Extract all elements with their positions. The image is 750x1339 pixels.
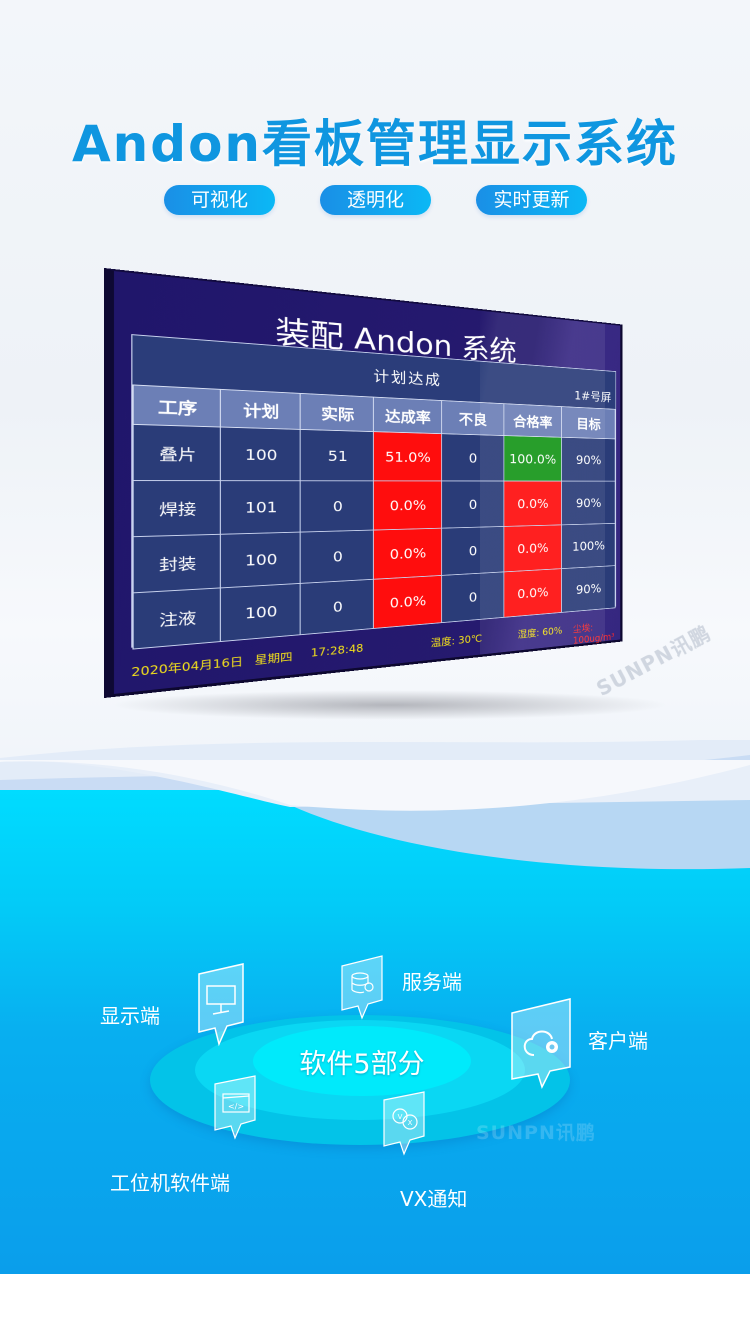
cell-defect: 0 (441, 571, 504, 623)
cell-target: 90% (561, 437, 616, 482)
col-achieve-rate: 达成率 (373, 397, 442, 434)
col-plan: 计划 (220, 389, 301, 430)
node-label-client: 客户端 (588, 1029, 648, 1053)
cell-actual: 0 (300, 530, 374, 584)
center-label: 软件5部分 (299, 1049, 425, 1080)
col-target: 目标 (561, 406, 616, 439)
col-process: 工序 (133, 384, 221, 428)
database-gear-icon (341, 955, 383, 1020)
cell-process: 封装 (133, 534, 221, 593)
col-defect: 不良 (441, 400, 504, 436)
andon-screen: 装配 Andon 系统 计划达成 1#号屏 工序 计划 实际 达成率 不良 合格… (104, 268, 623, 698)
monitor-icon (198, 963, 244, 1047)
cell-achieve-rate: 0.0% (373, 480, 442, 531)
cell-process: 叠片 (133, 424, 221, 481)
node-label-vx-notify: VX通知 (400, 1187, 468, 1211)
headline: Andon看板管理显示系统 (71, 115, 679, 173)
cell-pass-rate: 0.0% (503, 568, 562, 618)
andon-display-mockup: 装配 Andon 系统 计划达成 1#号屏 工序 计划 实际 达成率 不良 合格… (104, 268, 664, 698)
wave-front (0, 760, 750, 870)
footer-weekday: 星期四 (254, 650, 293, 667)
cell-defect: 0 (441, 433, 504, 482)
cell-target: 90% (561, 481, 616, 525)
cell-plan: 100 (220, 583, 301, 642)
cell-achieve-rate: 0.0% (373, 575, 442, 629)
footer-date: 2020年04月16日 (131, 654, 243, 680)
feature-pill-transparency: 透明化 (320, 185, 431, 215)
production-board: 计划达成 1#号屏 工序 计划 实际 达成率 不良 合格率 目标 (131, 334, 617, 650)
footer-humidity: 湿度: 60% (517, 625, 563, 641)
cell-actual: 0 (300, 480, 374, 533)
cell-plan: 101 (220, 480, 301, 535)
production-table: 工序 计划 实际 达成率 不良 合格率 目标 叠片 100 51 51.0% (132, 384, 616, 650)
feature-pill-realtime: 实时更新 (476, 185, 587, 215)
footer-time: 17:28:48 (310, 641, 364, 660)
cell-defect: 0 (441, 526, 504, 576)
footer-temperature: 温度: 30℃ (430, 632, 483, 650)
svg-text:</>: </> (228, 1102, 244, 1111)
col-pass-rate: 合格率 (503, 403, 562, 438)
cell-pass-rate: 0.0% (503, 481, 562, 527)
cell-actual: 0 (300, 579, 374, 635)
screen-id: 1#号屏 (574, 388, 612, 405)
wechat-chat-icon: V X (383, 1091, 425, 1156)
platform-center (253, 1026, 471, 1096)
col-actual: 实际 (300, 393, 374, 432)
svg-text:V: V (398, 1113, 403, 1121)
cell-plan: 100 (220, 532, 301, 588)
code-window-icon: </> (214, 1075, 256, 1140)
cell-pass-rate: 100.0% (503, 435, 562, 482)
node-label-workstation: 工位机软件端 (110, 1171, 230, 1195)
cell-plan: 100 (220, 427, 301, 481)
cell-achieve-rate: 51.0% (373, 431, 442, 481)
watermark-logo-bottom: SUNPN讯鹏 (476, 1122, 596, 1144)
cell-pass-rate: 0.0% (503, 524, 562, 572)
cell-defect: 0 (441, 480, 504, 529)
cloud-gear-icon (511, 998, 571, 1090)
cell-achieve-rate: 0.0% (373, 528, 442, 580)
cell-target: 100% (561, 523, 616, 569)
cell-actual: 51 (300, 429, 374, 481)
node-label-display: 显示端 (100, 1004, 160, 1028)
footer-dust: 尘埃: 100ug/m³ (572, 622, 615, 647)
screen-shadow (110, 690, 670, 720)
cell-process: 焊接 (133, 480, 221, 537)
node-label-server: 服务端 (402, 970, 462, 994)
svg-text:X: X (408, 1119, 413, 1127)
feature-pill-visualization: 可视化 (164, 185, 275, 215)
cell-process: 注液 (133, 587, 221, 650)
cell-target: 90% (561, 565, 616, 613)
